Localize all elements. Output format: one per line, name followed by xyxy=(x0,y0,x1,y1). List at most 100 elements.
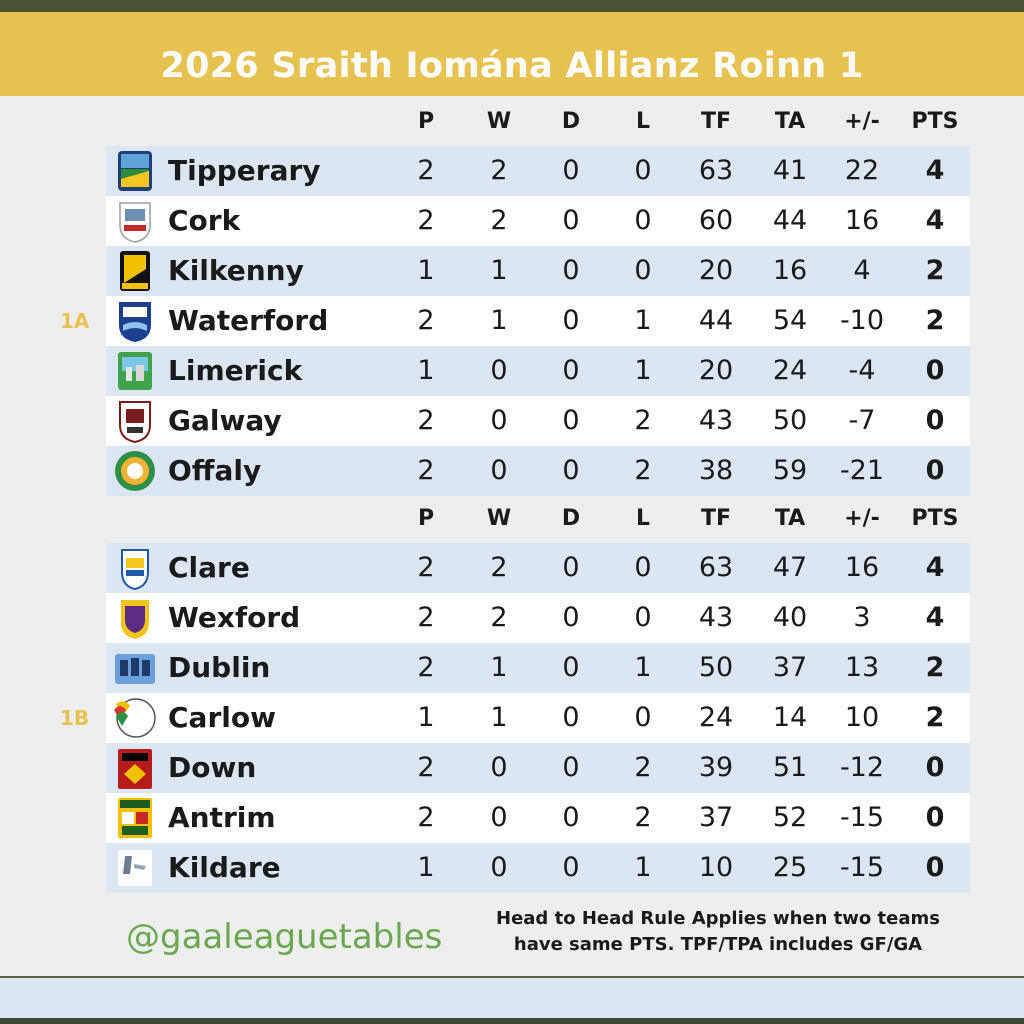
cell-diff: -15 xyxy=(839,802,885,833)
column-header-tf: TF xyxy=(700,109,732,134)
cell-p: 2 xyxy=(417,405,435,436)
cell-tf: 50 xyxy=(698,652,734,683)
cell-d: 0 xyxy=(562,702,580,733)
column-header-w: W xyxy=(486,506,512,531)
limerick-crest xyxy=(110,349,160,393)
cell-pts: 2 xyxy=(925,305,945,336)
cell-ta: 41 xyxy=(772,155,808,186)
cell-l: 0 xyxy=(634,255,652,286)
cell-ta: 47 xyxy=(772,552,808,583)
cell-tf: 39 xyxy=(698,752,734,783)
cell-ta: 44 xyxy=(772,205,808,236)
cell-w: 1 xyxy=(490,255,508,286)
cell-pts: 2 xyxy=(925,255,945,286)
cell-tf: 37 xyxy=(698,802,734,833)
kildare-crest xyxy=(110,846,160,890)
cell-p: 2 xyxy=(417,455,435,486)
cell-p: 1 xyxy=(417,852,435,883)
cell-w: 0 xyxy=(490,405,508,436)
cell-ta: 52 xyxy=(772,802,808,833)
team-name: Down xyxy=(168,751,257,784)
team-name: Wexford xyxy=(168,601,301,634)
cell-tf: 44 xyxy=(698,305,734,336)
cell-p: 2 xyxy=(417,652,435,683)
cell-pts: 0 xyxy=(925,455,945,486)
cell-l: 0 xyxy=(634,205,652,236)
wexford-crest xyxy=(110,596,160,640)
cell-l: 0 xyxy=(634,702,652,733)
cell-tf: 24 xyxy=(698,702,734,733)
cell-ta: 40 xyxy=(772,602,808,633)
cell-tf: 63 xyxy=(698,155,734,186)
cell-tf: 43 xyxy=(698,602,734,633)
column-header-diff: +/- xyxy=(844,109,880,134)
cell-ta: 54 xyxy=(772,305,808,336)
cell-ta: 51 xyxy=(772,752,808,783)
team-name: Cork xyxy=(168,204,241,237)
cell-tf: 43 xyxy=(698,405,734,436)
clare-crest xyxy=(110,546,160,590)
cell-pts: 0 xyxy=(925,752,945,783)
team-name: Antrim xyxy=(168,801,276,834)
cell-d: 0 xyxy=(562,155,580,186)
column-header-tf: TF xyxy=(700,506,732,531)
cell-p: 1 xyxy=(417,255,435,286)
down-crest xyxy=(110,746,160,790)
cell-diff: 16 xyxy=(844,205,880,236)
column-header-pts: PTS xyxy=(911,109,959,134)
cell-ta: 50 xyxy=(772,405,808,436)
cell-d: 0 xyxy=(562,455,580,486)
cell-diff: 13 xyxy=(844,652,880,683)
cell-l: 2 xyxy=(634,405,652,436)
cell-pts: 0 xyxy=(925,355,945,386)
cell-p: 2 xyxy=(417,155,435,186)
column-header-diff: +/- xyxy=(844,506,880,531)
cell-pts: 4 xyxy=(925,205,945,236)
table-row: Kilkenny 1 1 0 0 20 16 4 2 xyxy=(106,246,970,296)
cell-w: 0 xyxy=(490,802,508,833)
cell-pts: 2 xyxy=(925,652,945,683)
team-name: Offaly xyxy=(168,454,262,487)
offaly-crest xyxy=(110,449,160,493)
cell-diff: 10 xyxy=(844,702,880,733)
team-name: Tipperary xyxy=(168,154,321,187)
cell-w: 2 xyxy=(490,602,508,633)
cell-diff: -15 xyxy=(839,852,885,883)
cell-pts: 0 xyxy=(925,802,945,833)
table-row: Tipperary 2 2 0 0 63 41 22 4 xyxy=(106,146,970,196)
cell-ta: 16 xyxy=(772,255,808,286)
team-name: Galway xyxy=(168,404,282,437)
cell-w: 2 xyxy=(490,552,508,583)
carlow-crest xyxy=(110,696,160,740)
cell-pts: 0 xyxy=(925,405,945,436)
cell-tf: 63 xyxy=(698,552,734,583)
cell-l: 1 xyxy=(634,355,652,386)
team-name: Limerick xyxy=(168,354,303,387)
column-header-l: L xyxy=(635,506,651,531)
cell-tf: 10 xyxy=(698,852,734,883)
cell-l: 1 xyxy=(634,305,652,336)
cell-l: 2 xyxy=(634,802,652,833)
column-header-p: P xyxy=(417,109,435,134)
cell-tf: 60 xyxy=(698,205,734,236)
cell-pts: 4 xyxy=(925,155,945,186)
column-header-ta: TA xyxy=(774,109,806,134)
footer-strip xyxy=(0,978,1024,1018)
team-name: Waterford xyxy=(168,304,329,337)
cell-d: 0 xyxy=(562,852,580,883)
tiebreak-note-line-2: have same PTS. TPF/TPA includes GF/GA xyxy=(513,934,923,955)
cell-d: 0 xyxy=(562,602,580,633)
table-row: Galway 2 0 0 2 43 50 -7 0 xyxy=(106,396,970,446)
column-header-d: D xyxy=(561,506,581,531)
cell-w: 1 xyxy=(490,702,508,733)
cell-w: 0 xyxy=(490,752,508,783)
cell-diff: 3 xyxy=(853,602,871,633)
cell-l: 1 xyxy=(634,652,652,683)
team-name: Dublin xyxy=(168,651,271,684)
cell-p: 2 xyxy=(417,552,435,583)
kilkenny-crest xyxy=(110,249,160,293)
cell-l: 0 xyxy=(634,602,652,633)
cell-diff: -12 xyxy=(839,752,885,783)
cell-ta: 37 xyxy=(772,652,808,683)
table-row: Kildare 1 0 0 1 10 25 -15 0 xyxy=(106,843,970,893)
